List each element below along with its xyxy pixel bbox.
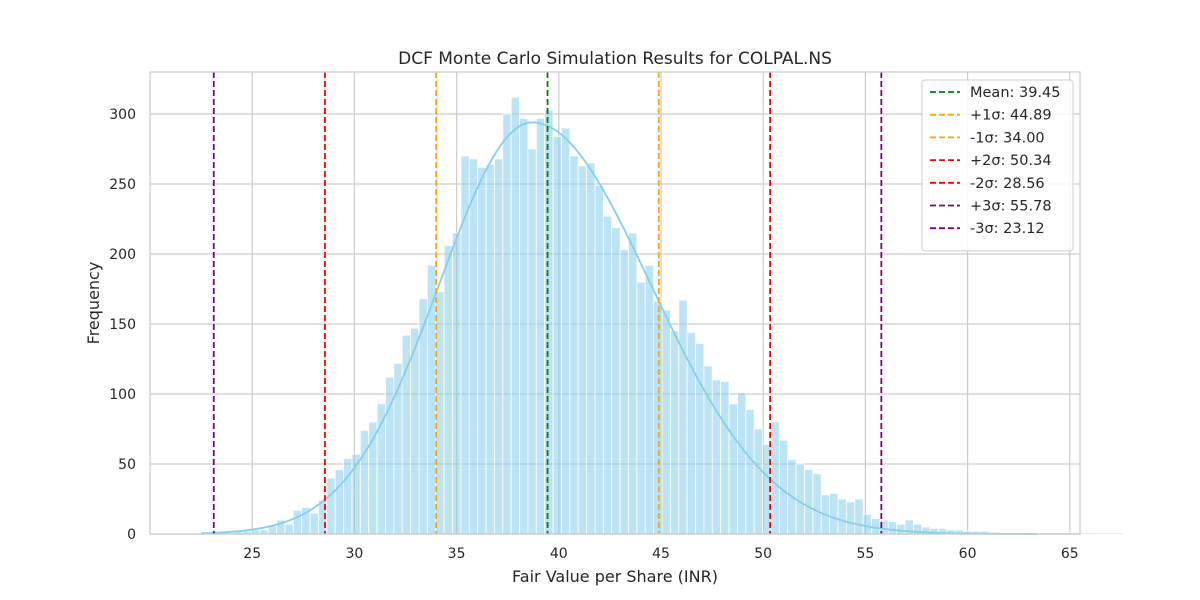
legend-label: -2σ: 28.56: [970, 176, 1045, 192]
histogram-bar: [468, 158, 479, 535]
y-tick-label: 200: [109, 247, 136, 263]
histogram-bar: [795, 463, 805, 535]
x-tick-label: 50: [754, 546, 772, 562]
histogram-bar: [644, 264, 655, 535]
histogram-bar: [854, 498, 864, 535]
histogram-bar: [837, 498, 847, 535]
x-tick-label: 45: [652, 546, 670, 562]
histogram-bar: [887, 521, 898, 535]
x-axis-label: Fair Value per Share (INR): [512, 567, 718, 586]
histogram-bar: [586, 162, 596, 535]
histogram-bar: [896, 523, 906, 535]
histogram-bar: [1105, 532, 1115, 535]
histogram-bar: [594, 184, 604, 535]
y-tick-label: 300: [109, 107, 136, 123]
histogram-bar: [326, 477, 336, 535]
histogram-bar: [862, 514, 872, 535]
histogram-bar: [519, 117, 529, 535]
histogram-bar: [1114, 532, 1124, 535]
legend-label: Mean: 39.45: [970, 85, 1061, 101]
histogram-bar: [359, 429, 370, 535]
histogram-bar: [527, 148, 537, 535]
histogram-bar: [502, 113, 512, 535]
histogram-bar: [753, 428, 763, 535]
x-tick-label: 60: [959, 546, 977, 562]
x-tick-label: 55: [856, 546, 874, 562]
x-tick-label: 40: [550, 546, 568, 562]
histogram-bar: [804, 469, 814, 535]
histogram-bar: [401, 334, 412, 535]
histogram-bar: [602, 215, 613, 535]
x-tick-label: 25: [243, 546, 261, 562]
histogram-bar: [720, 380, 730, 535]
x-tick-label: 65: [1061, 546, 1079, 562]
sigma-lines: [212, 72, 883, 534]
histogram-bar: [410, 327, 420, 535]
y-tick-label: 100: [109, 387, 136, 403]
histogram-bar: [695, 343, 705, 535]
histogram-bar: [653, 301, 663, 535]
histogram-bar: [1097, 532, 1107, 535]
histogram-bar: [535, 117, 546, 535]
x-tick-labels: 25 30 35 40 45 50 55 60 65: [243, 546, 1078, 562]
histogram-bar: [1089, 532, 1099, 535]
histogram-bar: [845, 501, 856, 535]
histogram-bar: [309, 512, 319, 535]
y-tick-label: 50: [118, 457, 136, 473]
y-tick-label: 0: [127, 527, 136, 543]
legend-box: [921, 79, 1074, 252]
histogram-bar: [812, 473, 822, 535]
histogram-bar: [284, 523, 294, 535]
legend-label: +3σ: 55.78: [970, 199, 1052, 215]
histogram-bar: [745, 408, 755, 535]
histogram-bar: [452, 232, 462, 535]
histogram-bar: [250, 529, 261, 535]
histogram-bar: [494, 158, 504, 535]
chart-title: DCF Monte Carlo Simulation Results for C…: [398, 49, 832, 69]
histogram-bar: [334, 469, 344, 535]
histogram-bar: [561, 127, 571, 535]
legend-label: +1σ: 44.89: [970, 108, 1052, 124]
x-tick-label: 35: [448, 546, 466, 562]
plot-frame: [149, 71, 1081, 535]
histogram-bar: [343, 457, 353, 535]
histogram-bar: [510, 96, 520, 535]
histogram-bar: [711, 379, 722, 535]
histogram-bar: [636, 281, 646, 535]
legend: Mean: 39.45 +1σ: 44.89 -1σ: 34.00 +2σ: 50.3…: [921, 79, 1074, 252]
histogram-bar: [460, 155, 470, 535]
histogram-bar: [477, 166, 487, 535]
histogram-bar: [485, 163, 495, 535]
kde-curve: [201, 121, 1038, 535]
histogram-bar: [628, 232, 638, 535]
histogram-bar: [552, 135, 562, 535]
histogram-bar: [544, 109, 554, 535]
histogram-bar: [871, 518, 881, 535]
histogram-bar: [569, 155, 579, 535]
legend-label: -1σ: 34.00: [970, 130, 1045, 146]
histogram-bar: [669, 330, 680, 535]
y-tick-labels: 0 50 100 150 200 250 300: [109, 107, 136, 543]
x-tick-label: 30: [345, 546, 363, 562]
y-tick-label: 150: [109, 317, 136, 333]
legend-label: -3σ: 23.12: [970, 221, 1045, 237]
histogram-bar: [728, 403, 738, 535]
y-axis-label: Frequency: [84, 262, 103, 345]
histogram-bar: [678, 299, 688, 535]
y-tick-label: 250: [109, 177, 136, 193]
histogram-bar: [661, 309, 671, 535]
kde-curve-group: [201, 121, 1038, 535]
histogram-bar: [443, 245, 453, 535]
histogram-bar: [619, 249, 629, 535]
histogram-bar: [611, 226, 621, 535]
histogram-bar: [292, 509, 303, 535]
histogram-bar: [259, 529, 269, 535]
histogram-bar: [577, 165, 587, 535]
histogram-bar: [1080, 532, 1090, 535]
histogram-bar: [770, 421, 780, 535]
histogram-bar: [829, 492, 839, 535]
legend-label: +2σ: 50.34: [970, 153, 1052, 169]
histogram-bar: [737, 392, 747, 535]
